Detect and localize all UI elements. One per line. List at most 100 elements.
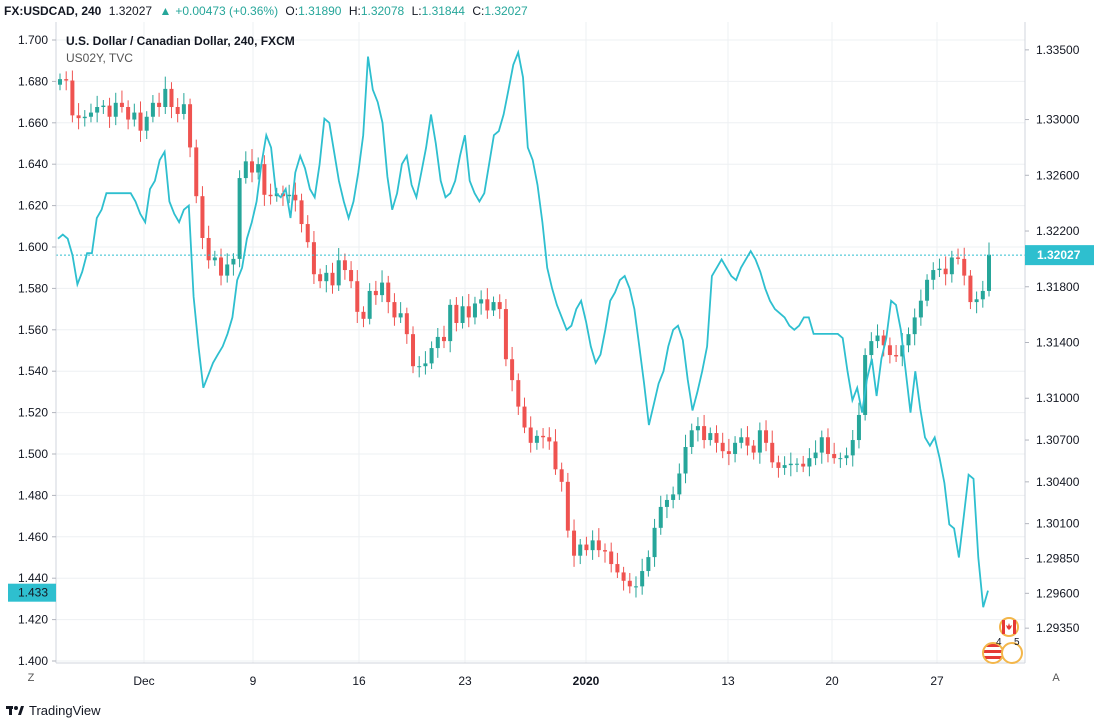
candle-body: [609, 551, 614, 565]
candle-body: [188, 104, 193, 148]
tradingview-brand[interactable]: TradingView: [6, 703, 101, 718]
candle-body: [603, 550, 608, 552]
candle-body: [336, 260, 341, 286]
right-tick-label: 1.29350: [1036, 621, 1080, 635]
right-tick-label: 1.31400: [1036, 336, 1080, 350]
chart-title: U.S. Dollar / Canadian Dollar, 240, FXCM: [66, 34, 295, 48]
candle-body: [157, 102, 162, 108]
candle-body: [212, 257, 217, 261]
candle-body: [956, 257, 961, 259]
canada-flag-icon[interactable]: [999, 617, 1019, 637]
right-tick-label: 1.33000: [1036, 113, 1080, 127]
symbol-label[interactable]: FX:USDCAD, 240: [4, 4, 102, 18]
candle-body: [646, 557, 651, 572]
close-value: 1.32027: [484, 4, 528, 18]
candle-body: [373, 290, 378, 296]
candle-body: [181, 104, 186, 114]
candle-body: [404, 313, 409, 335]
overlay-legend[interactable]: US02Y, TVC: [66, 51, 133, 65]
candle-body: [974, 299, 979, 303]
time-tick-label: 20: [825, 674, 839, 688]
candle-body: [70, 80, 75, 116]
candle-body: [832, 453, 837, 459]
close-label: C:: [472, 4, 485, 18]
candle-body: [175, 107, 180, 114]
candle-body: [119, 102, 124, 108]
candle-body: [64, 79, 69, 81]
candle-body: [411, 334, 416, 367]
candle-body: [534, 435, 539, 443]
candle-body: [770, 442, 775, 463]
candle-body: [962, 258, 967, 276]
events-badge[interactable]: [1001, 642, 1023, 664]
candle-body: [615, 564, 620, 573]
left-tick-label: 1.400: [18, 654, 48, 668]
candle-body: [658, 506, 663, 528]
candle-body: [138, 112, 143, 131]
tradingview-logo-icon: [6, 706, 24, 715]
auto-scale-button[interactable]: A: [1052, 672, 1060, 684]
candle-body: [689, 430, 694, 448]
candle-body: [726, 451, 731, 454]
candle-body: [949, 257, 954, 275]
candle-body: [460, 306, 465, 323]
right-tick-label: 1.33500: [1036, 43, 1080, 57]
candle-body: [652, 527, 657, 558]
candle-body: [782, 465, 787, 468]
low-value: 1.31844: [421, 4, 465, 18]
candle-body: [937, 268, 942, 271]
candle-body: [262, 164, 267, 195]
candle-body: [392, 302, 397, 318]
candle-body: [541, 435, 546, 438]
left-tick-label: 1.480: [18, 488, 48, 502]
candle-body: [640, 571, 645, 587]
candle-body: [559, 469, 564, 482]
candle-body: [856, 414, 861, 441]
candle-body: [875, 335, 880, 342]
left-tick-label: 1.680: [18, 74, 48, 88]
left-tick-label: 1.460: [18, 530, 48, 544]
candle-body: [565, 481, 570, 531]
left-tick-label: 1.440: [18, 571, 48, 585]
candle-body: [764, 430, 769, 443]
left-axis-pane: [0, 22, 56, 663]
candle-body: [367, 290, 372, 319]
left-tick-label: 1.520: [18, 406, 48, 420]
candle-body: [95, 107, 100, 113]
candle-body: [206, 237, 211, 261]
candle-body: [745, 437, 750, 446]
candle-body: [305, 224, 310, 243]
candle-body: [900, 345, 905, 357]
candle-body: [361, 311, 366, 319]
candle-body: [200, 196, 205, 238]
candle-body: [256, 164, 261, 173]
candle-body: [918, 300, 923, 318]
candle-body: [386, 282, 391, 303]
candle-body: [435, 336, 440, 349]
candle-body: [931, 270, 936, 280]
candle-body: [863, 355, 868, 415]
candle-body: [825, 437, 830, 454]
candle-body: [219, 257, 224, 276]
candle-body: [572, 530, 577, 556]
candle-body: [627, 580, 632, 587]
left-tick-label: 1.700: [18, 33, 48, 47]
candle-body: [850, 440, 855, 456]
right-tick-label: 1.31800: [1036, 280, 1080, 294]
open-label: O:: [285, 4, 299, 18]
high-label: H:: [348, 4, 361, 18]
timezone-button[interactable]: Z: [27, 672, 35, 684]
candlestick-series: [58, 70, 991, 598]
candle-body: [311, 242, 316, 275]
candle-body: [330, 272, 335, 286]
last-price: 1.32027: [108, 4, 153, 18]
left-tick-label: 1.540: [18, 364, 48, 378]
candle-body: [299, 200, 304, 225]
candle-body: [980, 290, 985, 300]
candle-body: [169, 88, 174, 108]
candle-body: [144, 116, 149, 131]
left-tick-label: 1.600: [18, 240, 48, 254]
candle-body: [479, 299, 484, 304]
candle-body: [342, 260, 347, 271]
